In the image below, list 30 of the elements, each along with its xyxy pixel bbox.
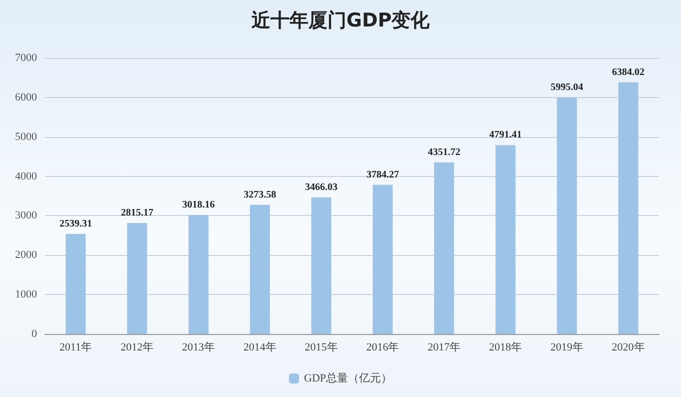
data-label: 2815.17	[120, 208, 154, 218]
data-label: 2539.31	[59, 218, 92, 230]
y-tick-label: 1000	[15, 288, 38, 301]
legend-label: GDP总量（亿元）	[304, 372, 392, 384]
x-tick-label: 2020年	[612, 342, 645, 354]
x-tick-label: 2012年	[120, 342, 154, 354]
data-label: 3018.16	[182, 200, 215, 210]
data-label: 5995.04	[550, 82, 584, 94]
y-tick-label: 0	[32, 328, 38, 340]
x-tick-label: 2015年	[304, 342, 338, 354]
x-tick-label: 2018年	[489, 342, 522, 354]
x-tick-label: 2011年	[59, 342, 92, 354]
x-tick-label: 2014年	[243, 342, 276, 354]
y-tick-label: 3000	[15, 210, 38, 222]
data-label: 4351.72	[428, 146, 460, 158]
y-tick-label: 4000	[15, 170, 38, 182]
x-tick-label: 2016年	[366, 342, 400, 354]
chart-title: 近十年厦门GDP变化	[250, 10, 431, 32]
x-tick-label: 2013年	[182, 342, 215, 354]
data-label: 4791.41	[489, 130, 522, 141]
data-label: 3466.03	[305, 182, 338, 193]
y-tick-label: 5000	[15, 130, 38, 143]
data-label: 3273.58	[244, 189, 276, 200]
x-tick-label: 2017年	[428, 342, 461, 354]
y-tick-label: 6000	[15, 91, 38, 104]
y-tick-label: 7000	[15, 52, 38, 64]
data-label: 3784.27	[366, 169, 399, 180]
data-label: 6384.02	[612, 66, 645, 78]
x-tick-label: 2019年	[550, 342, 584, 354]
y-tick-label: 2000	[15, 249, 38, 262]
